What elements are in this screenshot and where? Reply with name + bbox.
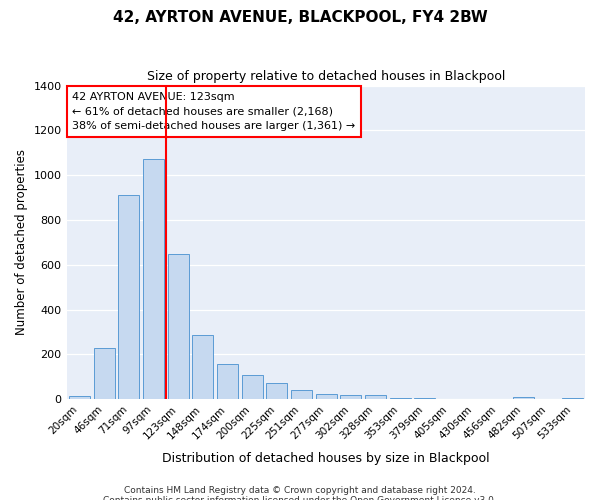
Bar [266,383,287,399]
Bar [94,348,115,399]
Bar [291,390,312,399]
Title: Size of property relative to detached houses in Blackpool: Size of property relative to detached ho… [147,70,505,83]
Text: 42, AYRTON AVENUE, BLACKPOOL, FY4 2BW: 42, AYRTON AVENUE, BLACKPOOL, FY4 2BW [113,10,487,25]
Text: 42 AYRTON AVENUE: 123sqm
← 61% of detached houses are smaller (2,168)
38% of sem: 42 AYRTON AVENUE: 123sqm ← 61% of detach… [73,92,356,132]
Bar [389,398,410,399]
Bar [143,160,164,399]
Bar [365,395,386,399]
Bar [118,196,139,399]
Bar [414,398,435,399]
Text: Contains public sector information licensed under the Open Government Licence v3: Contains public sector information licen… [103,496,497,500]
Y-axis label: Number of detached properties: Number of detached properties [15,150,28,336]
X-axis label: Distribution of detached houses by size in Blackpool: Distribution of detached houses by size … [163,452,490,465]
Bar [193,336,214,399]
Bar [217,364,238,399]
Text: Contains HM Land Registry data © Crown copyright and database right 2024.: Contains HM Land Registry data © Crown c… [124,486,476,495]
Bar [168,254,188,399]
Bar [513,397,534,399]
Bar [316,394,337,399]
Bar [340,394,361,399]
Bar [69,396,90,399]
Bar [562,398,583,399]
Bar [242,375,263,399]
